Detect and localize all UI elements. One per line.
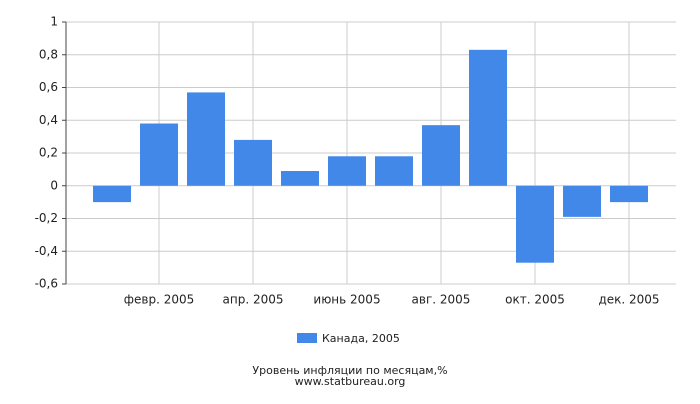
y-tick-label: -0,4 bbox=[35, 244, 58, 258]
bar bbox=[328, 156, 366, 186]
y-tick-label: 0,2 bbox=[39, 146, 58, 160]
y-tick-label: 0,4 bbox=[39, 113, 58, 127]
x-tick-label: авг. 2005 bbox=[412, 293, 471, 307]
x-tick-label: апр. 2005 bbox=[223, 293, 284, 307]
bar bbox=[187, 92, 225, 186]
bar bbox=[563, 185, 601, 217]
bar bbox=[375, 156, 413, 186]
y-tick-label: 0,6 bbox=[39, 80, 58, 94]
chart-subtitle: www.statbureau.org bbox=[295, 375, 406, 388]
bar bbox=[516, 185, 554, 263]
bar bbox=[234, 139, 272, 186]
bar bbox=[140, 123, 178, 186]
x-tick-label: февр. 2005 bbox=[124, 293, 195, 307]
y-tick-label: -0,2 bbox=[35, 211, 58, 225]
bar bbox=[422, 125, 460, 186]
x-tick-label: июнь 2005 bbox=[313, 293, 380, 307]
bar bbox=[469, 49, 507, 186]
legend-swatch bbox=[297, 333, 317, 343]
legend-label: Канада, 2005 bbox=[322, 332, 400, 345]
chart-title: Уровень инфляции по месяцам,% bbox=[252, 364, 447, 377]
y-tick-label: 0,8 bbox=[39, 47, 58, 61]
bar bbox=[610, 185, 648, 203]
bar bbox=[281, 171, 319, 186]
y-tick-label: 0 bbox=[50, 178, 58, 192]
x-tick-label: дек. 2005 bbox=[598, 293, 659, 307]
x-tick-label: окт. 2005 bbox=[505, 293, 565, 307]
y-tick-label: 1 bbox=[50, 15, 58, 29]
y-tick-label: -0,6 bbox=[35, 277, 58, 291]
bar bbox=[93, 185, 131, 203]
